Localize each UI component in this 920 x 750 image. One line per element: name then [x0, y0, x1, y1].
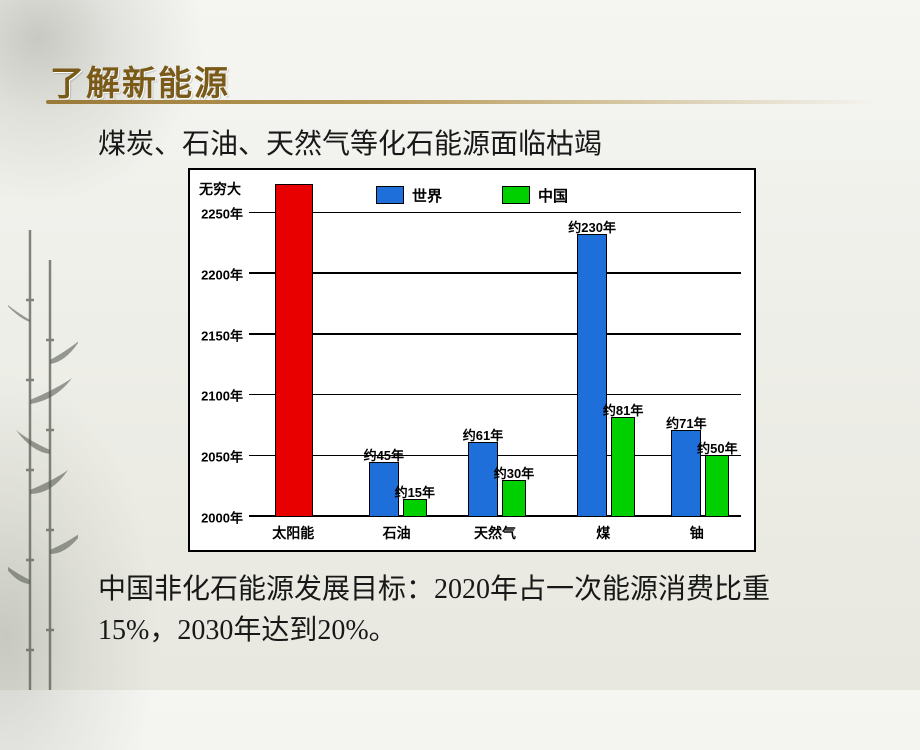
bar-group: 约230年约81年: [577, 234, 635, 517]
bar-value-label: 约61年: [463, 425, 503, 444]
x-tick-label: 天然气: [474, 523, 516, 543]
bar-value-label: 约50年: [697, 438, 737, 457]
bar-group: [275, 184, 313, 517]
bar-group: 约45年约15年: [369, 462, 427, 517]
x-axis-labels: 太阳能 石油 天然气 煤 铀: [249, 521, 741, 543]
bamboo-decoration: [8, 230, 78, 690]
bg-ink-top: [0, 0, 220, 220]
bar-china: 约81年: [611, 417, 635, 517]
subtitle-text: 煤炭、石油、天然气等化石能源面临枯竭: [98, 122, 602, 162]
bar-value-label: 约45年: [364, 445, 404, 464]
y-tick-label: 2100年: [201, 386, 243, 405]
bar-china: 约15年: [403, 499, 427, 517]
legend-swatch: [376, 186, 404, 204]
bar-value-label: 约230年: [568, 217, 616, 236]
legend-swatch: [502, 186, 530, 204]
x-tick-label: 铀: [690, 523, 704, 543]
y-tick-label: 2050年: [201, 447, 243, 466]
y-tick-label: 2000年: [201, 508, 243, 527]
gridline: [249, 272, 741, 274]
chart-plot-area: 约45年约15年约61年约30年约230年约81年约71年约50年: [249, 213, 741, 517]
x-tick-label: 煤: [596, 523, 610, 543]
legend-item: 世界: [376, 185, 442, 206]
legend-label: 世界: [412, 185, 442, 206]
bar-group: 约61年约30年: [468, 442, 526, 517]
y-tick-label: 2250年: [201, 204, 243, 223]
y-axis-labels: 2000年2050年2100年2150年2200年2250年: [193, 213, 247, 517]
gridline: [249, 212, 741, 214]
bar-value-label: 约15年: [395, 482, 435, 501]
bar-value-label: 约71年: [666, 413, 706, 432]
bar-value-label: 约81年: [603, 400, 643, 419]
legend-label: 中国: [538, 185, 568, 206]
x-tick-label: 石油: [383, 523, 411, 543]
bg-ink-bottom: [0, 370, 160, 750]
y-tick-label: 2150年: [201, 325, 243, 344]
bar-china: 约30年: [502, 480, 526, 517]
bar-value-label: 约30年: [494, 463, 534, 482]
y-tick-label: 2200年: [201, 264, 243, 283]
gridline: [249, 333, 741, 335]
x-tick-label: 太阳能: [272, 523, 314, 543]
bottom-text: 中国非化石能源发展目标：2020年占一次能源消费比重15%，2030年达到20%…: [98, 570, 838, 651]
bar-group: 约71年约50年: [671, 430, 729, 517]
bar-china: 约50年: [705, 455, 729, 517]
gridline: [249, 394, 741, 396]
page-title: 了解新能源: [50, 56, 230, 105]
bar-solar: [275, 184, 313, 517]
title-underline: [46, 100, 876, 104]
legend-item: 中国: [502, 185, 568, 206]
energy-chart: 无穷大 世界中国 2000年2050年2100年2150年2200年2250年 …: [188, 168, 756, 552]
bar-world: 约230年: [577, 234, 607, 517]
